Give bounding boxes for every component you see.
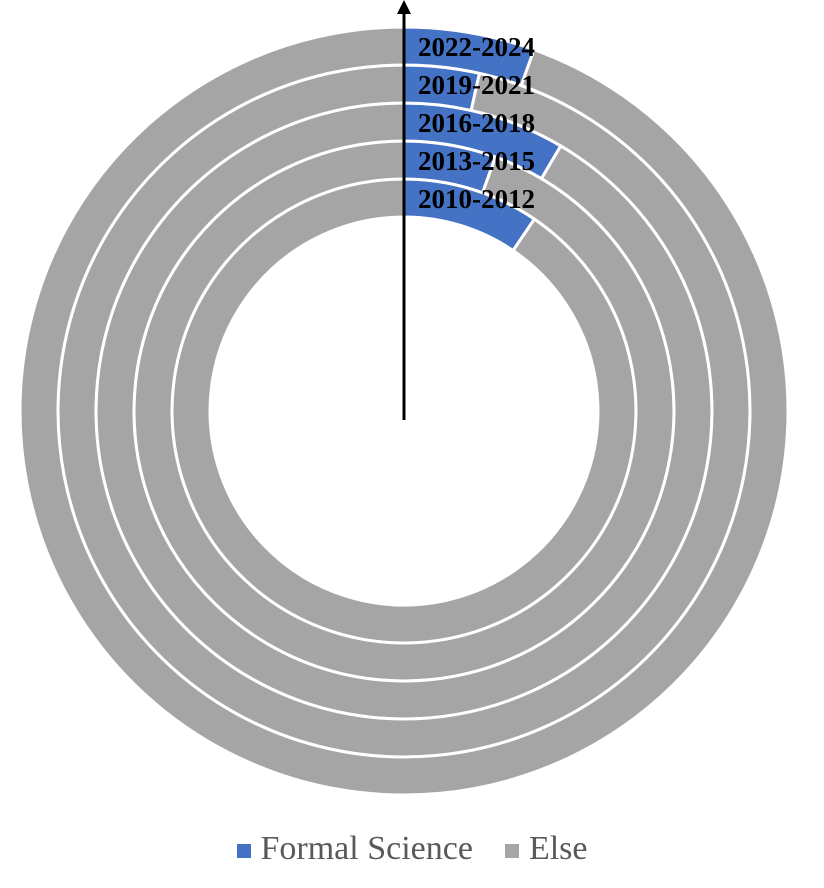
donut-chart: 2010-2012 2013-2015 2016-2018 2019-2021 2022… (18, 0, 790, 797)
ring-label-2016-2018: 2016-2018 (418, 108, 535, 138)
legend-swatch-else (504, 844, 519, 858)
legend: Formal Science Else (0, 824, 824, 874)
legend-label-else: Else (528, 830, 588, 867)
ring-label-2013-2015: 2013-2015 (418, 146, 535, 176)
ring-label-2019-2021: 2019-2021 (418, 70, 535, 100)
legend-swatch-formal-science (236, 844, 251, 858)
legend-item-else[interactable]: Else (504, 830, 588, 868)
legend-label-formal-science: Formal Science (260, 830, 473, 867)
ring-labels: 2010-2012 2013-2015 2016-2018 2019-2021 2022… (418, 32, 535, 214)
legend-item-formal-science[interactable]: Formal Science (236, 830, 473, 868)
time-arrow-head (397, 0, 411, 14)
ring-label-2010-2012: 2010-2012 (418, 184, 535, 214)
time-arrow (397, 0, 411, 420)
rings-layer (18, 25, 790, 797)
segment-else-2022-2024 (18, 25, 790, 797)
ring-label-2022-2024: 2022-2024 (418, 32, 535, 62)
